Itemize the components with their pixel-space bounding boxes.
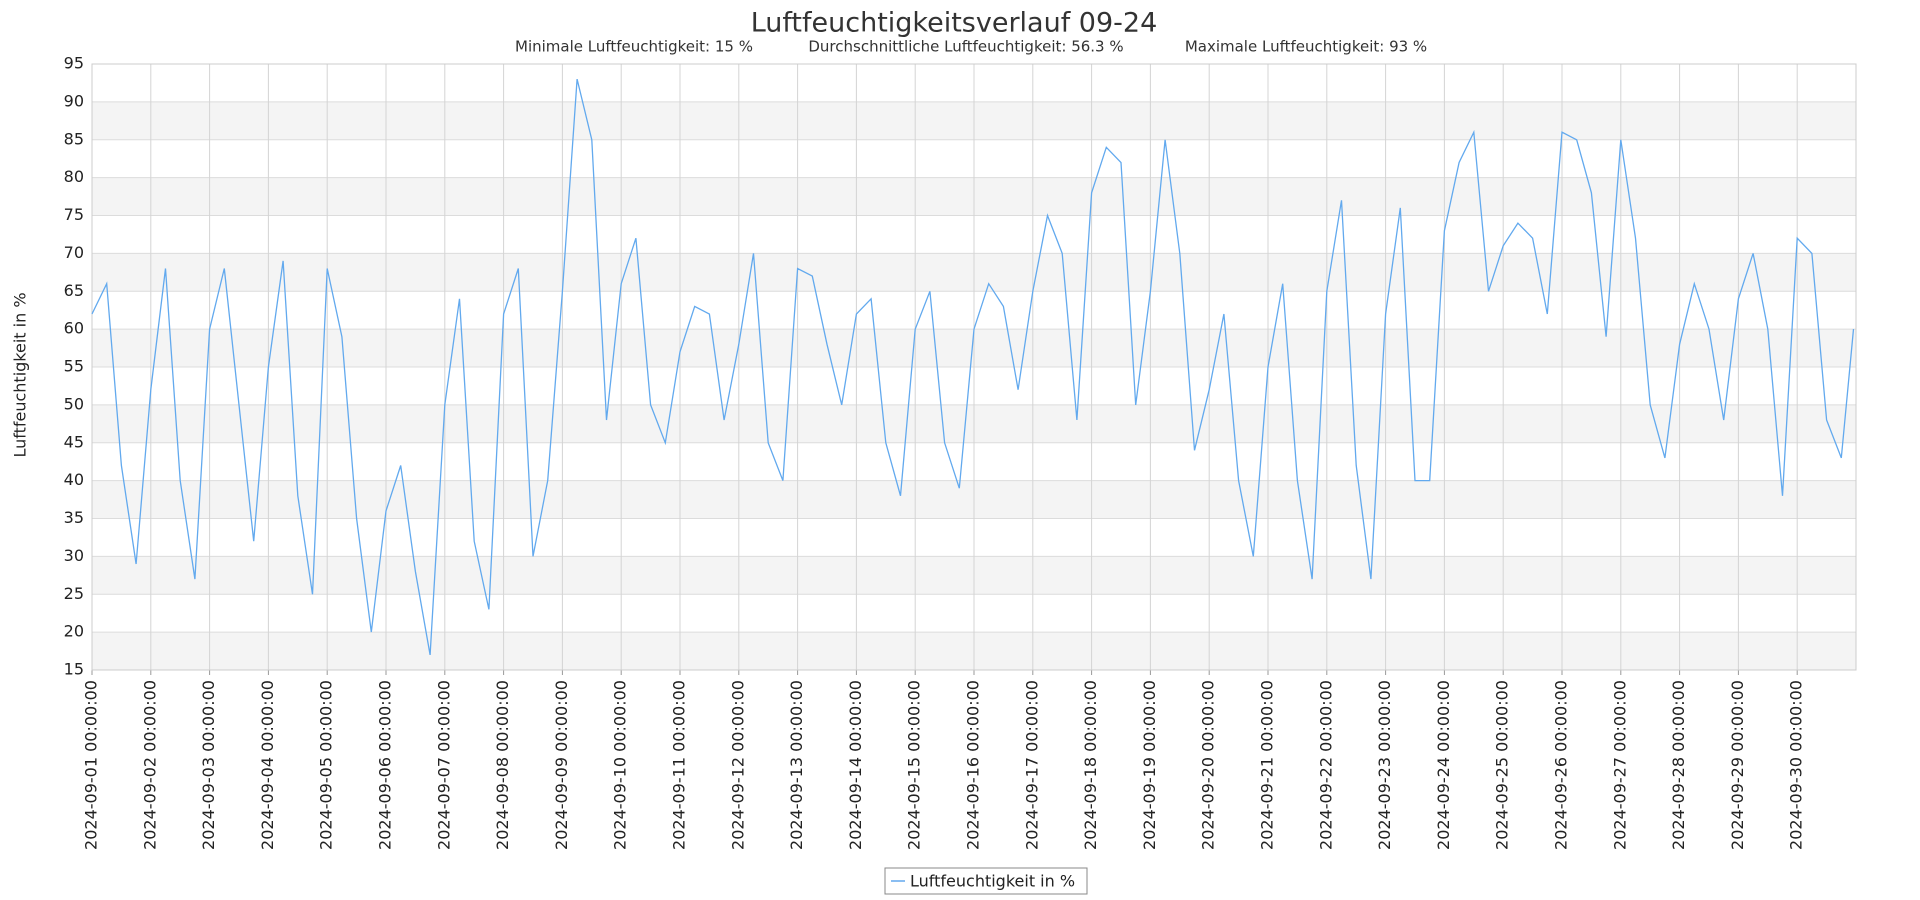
x-tick-label: 2024-09-02 00:00:00 — [140, 680, 159, 850]
x-tick-label: 2024-09-13 00:00:00 — [787, 680, 806, 850]
y-axis-label: Luftfeuchtigkeit in % — [11, 292, 30, 457]
y-tick-label: 75 — [64, 205, 84, 224]
x-tick-label: 2024-09-10 00:00:00 — [611, 680, 630, 850]
x-tick-label: 2024-09-06 00:00:00 — [376, 680, 395, 850]
x-tick-label: 2024-09-07 00:00:00 — [434, 680, 453, 850]
x-tick-label: 2024-09-17 00:00:00 — [1022, 680, 1041, 850]
x-tick-label: 2024-09-26 00:00:00 — [1552, 680, 1571, 850]
labels: 15 20 25 30 35 40 45 50 55 60 65 70 75 80 85 90 95 2024-0… — [64, 54, 1806, 895]
x-tick-label: 2024-09-30 00:00:00 — [1787, 680, 1806, 850]
x-tick-label: 2024-09-14 00:00:00 — [846, 680, 865, 850]
plot-area — [91, 78, 1855, 656]
data-line — [91, 78, 1855, 656]
x-tick-label: 2024-09-04 00:00:00 — [258, 680, 277, 850]
x-tick-label: 2024-09-11 00:00:00 — [670, 680, 689, 850]
x-tick-label: 2024-09-01 00:00:00 — [82, 680, 101, 850]
legend-label: Luftfeuchtigkeit in % — [910, 872, 1075, 891]
subtitle: Maximale Luftfeuchtigkeit: 93 % — [1185, 38, 1427, 56]
x-tick-label: 2024-09-25 00:00:00 — [1493, 680, 1512, 850]
x-tick-label: 2024-09-15 00:00:00 — [905, 680, 924, 850]
y-tick-label: 50 — [64, 394, 84, 413]
y-tick-label: 15 — [64, 660, 84, 679]
y-tick-label: 40 — [64, 470, 84, 489]
subtitle: Durchschnittliche Luftfeuchtigkeit: 56.3… — [808, 38, 1123, 56]
y-tick-label: 95 — [64, 54, 84, 73]
x-tick-label: 2024-09-24 00:00:00 — [1434, 680, 1453, 850]
x-tick-label: 2024-09-22 00:00:00 — [1316, 680, 1335, 850]
y-tick-label: 20 — [64, 622, 84, 641]
grid — [91, 63, 1857, 675]
y-tick-label: 25 — [64, 584, 84, 603]
x-tick-label: 2024-09-29 00:00:00 — [1728, 680, 1747, 850]
x-tick-label: 2024-09-21 00:00:00 — [1258, 680, 1277, 850]
x-tick-label: 2024-09-16 00:00:00 — [964, 680, 983, 850]
y-tick-label: 30 — [64, 546, 84, 565]
y-tick-label: 70 — [64, 243, 84, 262]
x-tick-label: 2024-09-20 00:00:00 — [1199, 680, 1218, 850]
x-tick-label: 2024-09-12 00:00:00 — [728, 680, 747, 850]
subtitle: Minimale Luftfeuchtigkeit: 15 % — [515, 38, 753, 56]
y-tick-label: 35 — [64, 508, 84, 527]
y-tick-label: 85 — [64, 129, 84, 148]
x-tick-label: 2024-09-19 00:00:00 — [1140, 680, 1159, 850]
y-tick-label: 60 — [64, 319, 84, 338]
legend-box — [884, 867, 1088, 895]
y-tick-label: 80 — [64, 167, 84, 186]
y-tick-label: 55 — [64, 357, 84, 376]
y-tick-label: 90 — [64, 91, 84, 110]
y-tick-label: 65 — [64, 281, 84, 300]
x-tick-label: 2024-09-18 00:00:00 — [1081, 680, 1100, 850]
x-tick-label: 2024-09-27 00:00:00 — [1610, 680, 1629, 850]
chart-title: Luftfeuchtigkeitsverlauf 09-24 — [751, 8, 1158, 39]
x-tick-label: 2024-09-09 00:00:00 — [552, 680, 571, 850]
x-tick-label: 2024-09-28 00:00:00 — [1669, 680, 1688, 850]
x-tick-label: 2024-09-03 00:00:00 — [199, 680, 218, 850]
x-tick-label: 2024-09-23 00:00:00 — [1375, 680, 1394, 850]
legend: Luftfeuchtigkeit in % — [884, 867, 1088, 895]
y-tick-label: 45 — [64, 432, 84, 451]
plot-border — [91, 63, 1857, 671]
x-tick-label: 2024-09-05 00:00:00 — [317, 680, 336, 850]
x-tick-label: 2024-09-08 00:00:00 — [493, 680, 512, 850]
